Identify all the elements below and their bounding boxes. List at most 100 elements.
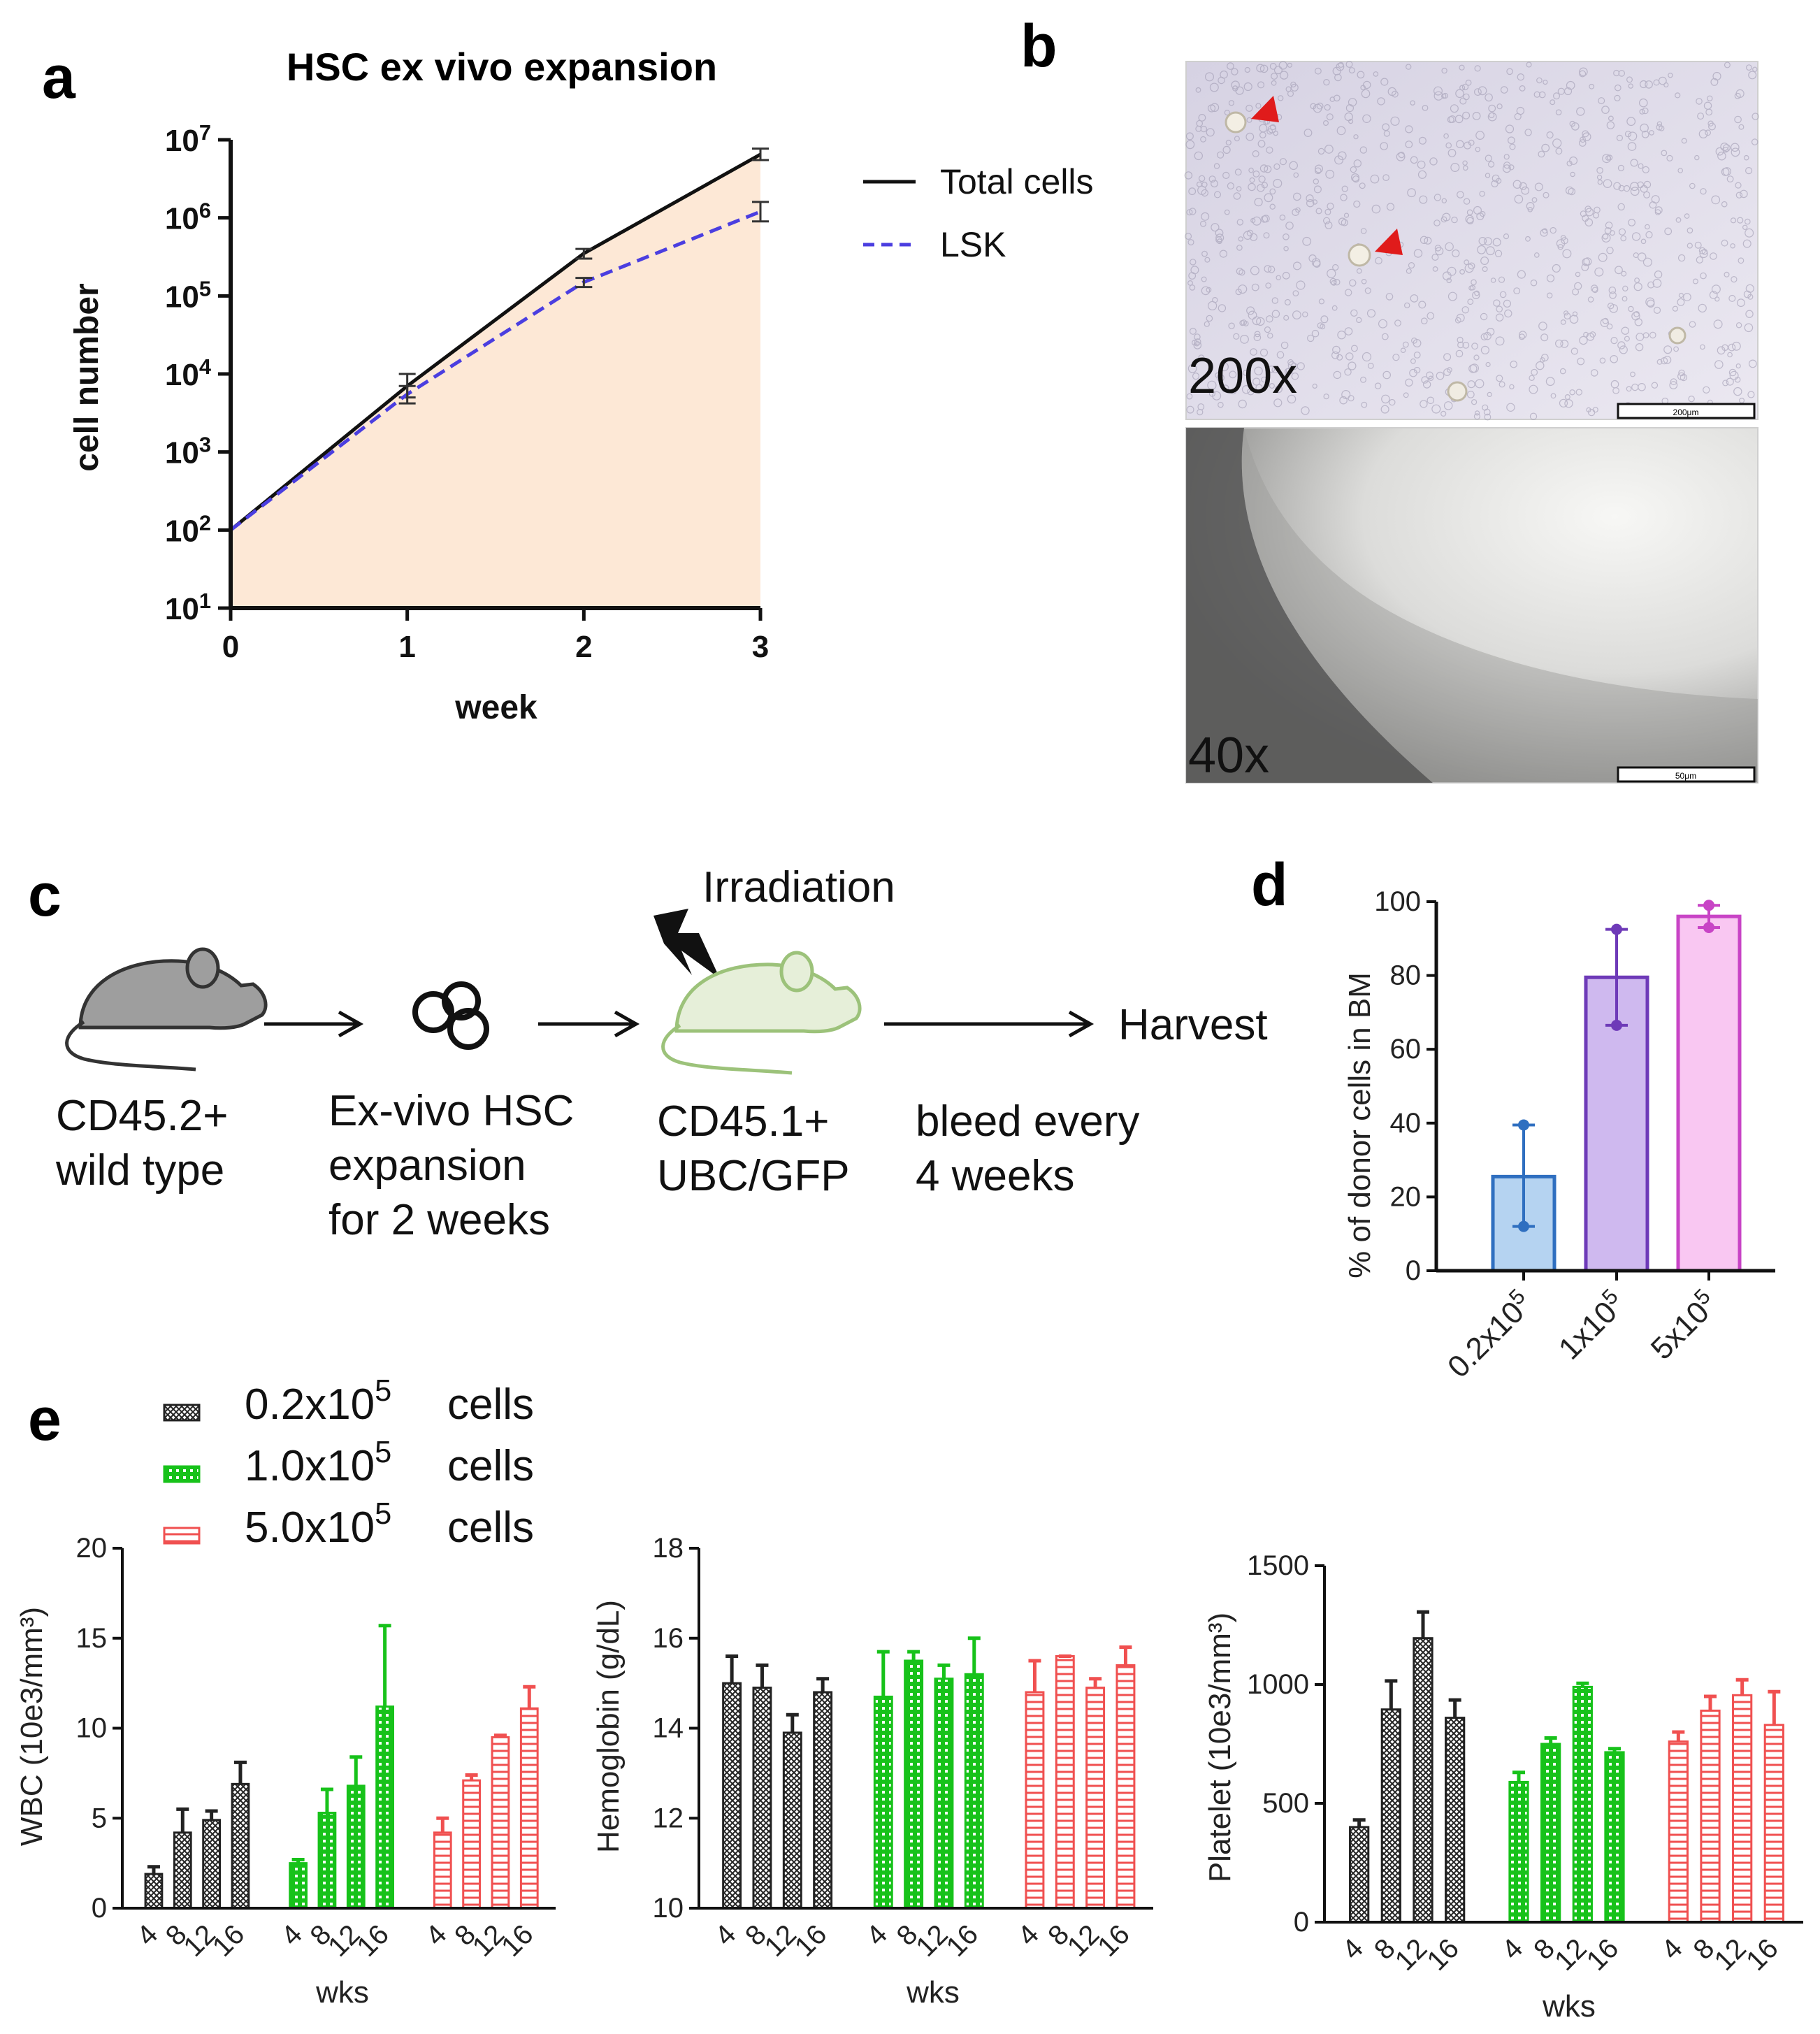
- chart-e-bar: [752, 1687, 772, 1910]
- chart-a-ytick-label: 105: [165, 276, 211, 314]
- chart-d-ytick-label: 100: [1374, 886, 1421, 917]
- recipient-label-2: UBC/GFP: [657, 1152, 850, 1200]
- chart-e-xtick-label: 16: [207, 1919, 251, 1963]
- expansion-label-2: expansion: [328, 1141, 526, 1190]
- chart-a-ytick-label: 102: [165, 510, 211, 548]
- chart-e-xtick-label: 16: [1421, 1933, 1465, 1977]
- chart-e-xtick-label: 16: [496, 1919, 540, 1963]
- chart-e-bar: [813, 1691, 833, 1910]
- scale-bar-200-label: 200μm: [1673, 407, 1699, 417]
- chart-e-bar: [491, 1736, 510, 1910]
- cells-icon: [412, 981, 489, 1050]
- chart-e-ytick-label: 15: [76, 1623, 108, 1654]
- legend-e-unit: cells: [447, 1503, 534, 1552]
- chart-a-ytick-label: 101: [165, 589, 211, 626]
- chart-e-bar: [1604, 1751, 1625, 1924]
- chart-d-point: [1518, 1220, 1529, 1232]
- legend-e-label: 1.0x105: [245, 1436, 391, 1490]
- chart-a-area-fill: [231, 154, 760, 608]
- chart-e-xtick-label: 4: [1012, 1919, 1045, 1952]
- chart-d-xtick-label: 1x105: [1550, 1284, 1632, 1366]
- donor-label-1: CD45.2+: [56, 1092, 228, 1140]
- chart-e-xtick-label: 4: [275, 1919, 308, 1952]
- chart-d-ytick-label: 60: [1390, 1034, 1422, 1065]
- chart-e-bar: [1115, 1664, 1136, 1910]
- chart-e-ytick-label: 5: [92, 1803, 107, 1833]
- chart-d-point: [1611, 923, 1622, 935]
- chart-d-bar: [1676, 914, 1742, 1273]
- chart-e-bar: [722, 1682, 742, 1910]
- chart-d-ylabel: % of donor cells in BM: [1343, 972, 1377, 1278]
- chart-d-point: [1703, 921, 1714, 933]
- stem-cell-2: [1348, 243, 1371, 267]
- arrowhead-1: [1251, 96, 1279, 122]
- chart-e-xtick-label: 16: [1740, 1933, 1784, 1977]
- donor-mouse-icon: [65, 947, 268, 1072]
- chart-e-ytick-label: 10: [76, 1713, 108, 1744]
- chart-e-bar: [934, 1678, 954, 1910]
- irradiation-label: Irradiation: [702, 863, 895, 911]
- legend-lsk-label: LSK: [940, 225, 1006, 264]
- chart-e-bar: [1508, 1780, 1529, 1924]
- legend-e-swatch: [163, 1404, 201, 1422]
- donor-label-2: wild type: [55, 1146, 224, 1195]
- legend-e-unit: cells: [447, 1380, 534, 1429]
- chart-e-bar: [231, 1782, 250, 1910]
- expansion-label-1: Ex-vivo HSC: [328, 1087, 574, 1135]
- chart-e-xtick-label: 4: [131, 1919, 164, 1952]
- chart-e-ytick-label: 0: [92, 1893, 107, 1924]
- chart-e-ytick-label: 0: [1294, 1907, 1309, 1938]
- chart-a-title: HSC ex vivo expansion: [287, 45, 717, 89]
- chart-e-bar: [1763, 1724, 1784, 1924]
- chart-a-xtick-label: 1: [398, 630, 415, 664]
- chart-e-bar: [782, 1731, 802, 1910]
- chart-e-bar: [1445, 1717, 1466, 1924]
- chart-e-xtick-label: 16: [1581, 1933, 1625, 1977]
- legend-e-label: 5.0x105: [245, 1497, 391, 1552]
- chart-e-bar: [289, 1862, 308, 1910]
- chart-e-bar: [904, 1659, 924, 1910]
- chart-e-bar: [433, 1831, 452, 1910]
- chart-e-xtick-label: 4: [709, 1919, 742, 1952]
- chart-e-bar: [375, 1705, 395, 1910]
- chart-e-ytick-label: 1500: [1247, 1550, 1309, 1581]
- workflow-diagram: Irradiation Harvest CD45.2+ wild type Ex…: [55, 863, 1268, 1244]
- chart-e-legend: 0.2x105 cells 1.0x105 cells 5.0x105 cells: [163, 1374, 534, 1552]
- chart-d-xtick-label: 5x105: [1642, 1284, 1724, 1366]
- chart-a-expansion: HSC ex vivo expansion 101102103104105106…: [68, 45, 1094, 726]
- chart-a-ytick-label: 103: [165, 433, 211, 470]
- chart-e-bar: [1572, 1685, 1593, 1924]
- chart-a-ytick-label: 106: [165, 199, 211, 236]
- chart-e-ytick-label: 18: [653, 1533, 684, 1564]
- chart-e-ytick-label: 14: [653, 1713, 684, 1744]
- legend-e-unit: cells: [447, 1442, 534, 1490]
- chart-a-ytick-label: 107: [165, 120, 211, 158]
- chart-e-xlabel: wks: [906, 1975, 960, 2010]
- panel-label-d: d: [1251, 851, 1288, 918]
- chart-d-donor-cells: % of donor cells in BM 0 20 40 60 80 100 0.2x…: [1343, 886, 1775, 1385]
- scale-bar-40: [1617, 766, 1756, 783]
- panel-label-b: b: [1020, 13, 1057, 80]
- chart-e-xtick-label: 16: [789, 1919, 833, 1963]
- chart-e-ytick-label: 10: [653, 1893, 684, 1924]
- chart-a-xtick-label: 3: [752, 630, 769, 664]
- chart-d-point: [1611, 1019, 1622, 1031]
- chart-a-line-total: [229, 152, 762, 532]
- chart-e-bar: [1380, 1708, 1401, 1924]
- chart-d-ytick-label: 20: [1390, 1181, 1422, 1212]
- chart-e-xlabel: wks: [1542, 1989, 1596, 2024]
- chart-e-xlabel: wks: [315, 1975, 369, 2010]
- chart-e-xtick-label: 16: [941, 1919, 985, 1963]
- chart-e-xtick-label: 4: [1656, 1933, 1689, 1966]
- chart-d-xtick-label: 0.2x105: [1438, 1284, 1539, 1385]
- chart-e-ytick-label: 12: [653, 1803, 684, 1833]
- recipient-label-1: CD45.1+: [657, 1097, 829, 1146]
- expansion-label-3: for 2 weeks: [328, 1196, 550, 1244]
- chart-e-bar: [1085, 1687, 1106, 1910]
- recipient-mouse-icon: [661, 951, 862, 1075]
- chart-e-bar: [173, 1831, 192, 1910]
